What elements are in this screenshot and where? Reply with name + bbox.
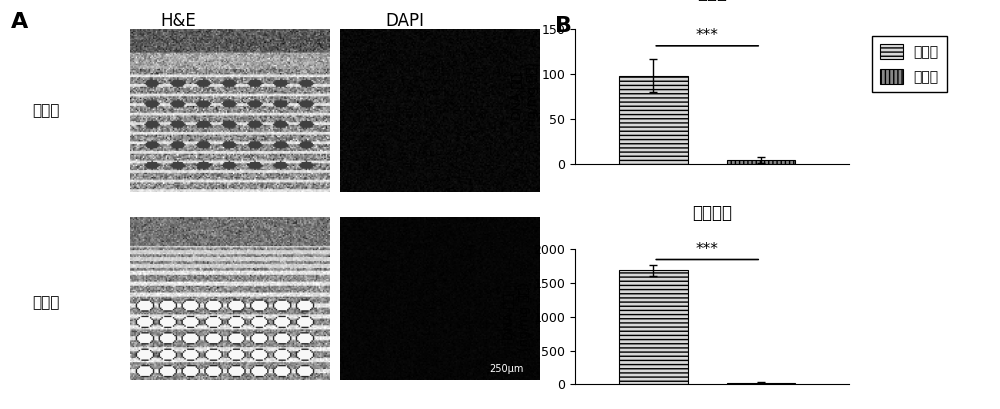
Y-axis label: DNA 含量
(ng/mg 干重): DNA 含量 (ng/mg 干重) xyxy=(503,282,531,351)
Legend: 处理前, 处理后: 处理前, 处理后 xyxy=(872,36,947,92)
Title: 骨膜部分: 骨膜部分 xyxy=(692,204,732,222)
Bar xyxy=(619,270,688,384)
Text: 处理前: 处理前 xyxy=(32,103,60,118)
Bar xyxy=(619,76,688,164)
Y-axis label: DNA 含量
(ng/mg 干重): DNA 含量 (ng/mg 干重) xyxy=(511,62,539,131)
Text: DAPI: DAPI xyxy=(386,12,424,30)
Text: ***: *** xyxy=(696,28,719,43)
Text: 处理后: 处理后 xyxy=(32,295,60,310)
Text: H&E: H&E xyxy=(160,12,196,30)
Text: ***: *** xyxy=(696,242,719,257)
Title: 骨部分: 骨部分 xyxy=(697,0,727,2)
Text: 250μm: 250μm xyxy=(490,364,524,374)
Text: A: A xyxy=(11,12,28,32)
Bar xyxy=(727,383,795,384)
Text: B: B xyxy=(555,16,572,36)
Bar xyxy=(727,160,795,164)
